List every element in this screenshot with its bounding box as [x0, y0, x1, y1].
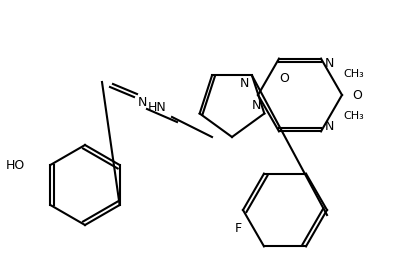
Text: N: N [239, 77, 249, 90]
Text: CH₃: CH₃ [343, 111, 364, 121]
Text: F: F [234, 221, 241, 235]
Text: O: O [279, 72, 289, 85]
Text: CH₃: CH₃ [343, 69, 364, 79]
Text: O: O [352, 88, 362, 102]
Text: N: N [252, 99, 261, 112]
Text: N: N [324, 120, 334, 133]
Text: HN: HN [148, 101, 167, 113]
Text: N: N [137, 95, 147, 109]
Text: N: N [324, 57, 334, 70]
Text: HO: HO [6, 158, 26, 171]
